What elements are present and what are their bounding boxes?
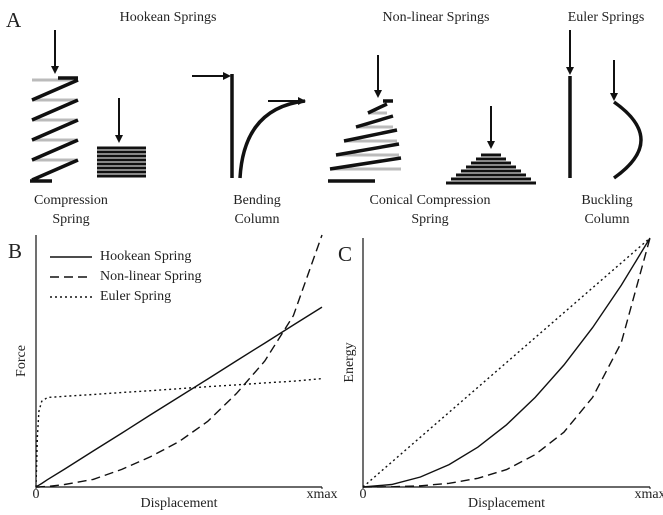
caption: Conical Compression <box>370 193 491 208</box>
legend-label: Non-linear Spring <box>100 269 201 284</box>
heading: Euler Springs <box>568 10 645 25</box>
x-tick-label: 0 <box>33 487 40 502</box>
panel-label: A <box>6 8 22 32</box>
x-axis-label: Displacement <box>141 496 218 511</box>
y-axis-label: Force <box>14 345 29 377</box>
heading: Hookean Springs <box>120 10 217 25</box>
series-line <box>362 237 651 488</box>
compression-spring <box>30 30 146 183</box>
caption: Compression <box>34 193 108 208</box>
caption: Buckling <box>581 193 632 208</box>
y-axis-label: Energy <box>342 342 357 382</box>
caption: Bending <box>233 193 280 208</box>
legend-label: Euler Spring <box>100 289 171 304</box>
caption: Spring <box>411 212 448 227</box>
panel-a: A Hookean Springs Non-linear Springs Eul… <box>6 8 644 227</box>
series-line <box>36 234 323 488</box>
series-line <box>35 306 323 488</box>
x-tick-label: 0 <box>360 487 367 502</box>
panel-label: B <box>8 239 22 263</box>
caption: Column <box>584 212 629 227</box>
x-tick-label: xmax <box>634 487 663 502</box>
legend-label: Hookean Spring <box>100 249 191 264</box>
caption: Column <box>234 212 279 227</box>
heading: Non-linear Springs <box>383 10 490 25</box>
conical-spring <box>328 55 536 185</box>
caption: Spring <box>52 212 89 227</box>
series-line <box>362 237 651 488</box>
series-line <box>362 237 651 488</box>
euler-spring <box>566 30 643 180</box>
x-axis-label: Displacement <box>468 496 545 511</box>
panel-label: C <box>338 242 352 266</box>
series-line <box>35 377 323 488</box>
x-tick-label: xmax <box>306 487 337 502</box>
bending-column <box>192 72 306 179</box>
